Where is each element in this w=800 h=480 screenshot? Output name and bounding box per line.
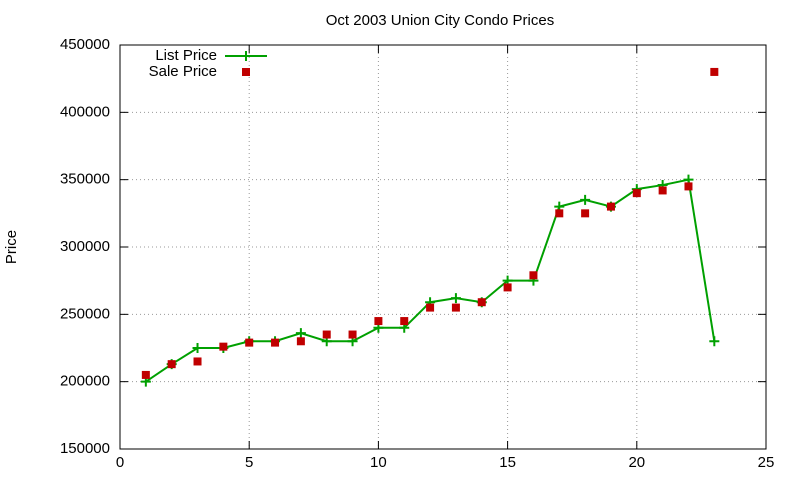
point-marker <box>477 298 486 307</box>
x-tick-label: 25 <box>758 454 775 471</box>
point-marker <box>450 293 461 304</box>
point-marker <box>322 330 331 339</box>
point-marker <box>658 186 667 195</box>
point-marker <box>348 330 357 339</box>
point-marker <box>606 202 615 211</box>
point-marker <box>295 328 306 339</box>
y-axis-label: Price <box>3 230 20 264</box>
y-tick-label: 150000 <box>60 440 110 457</box>
point-marker <box>581 209 590 218</box>
point-marker <box>219 342 228 351</box>
series-line <box>145 178 716 383</box>
point-marker <box>245 338 254 347</box>
point-marker <box>271 338 280 347</box>
legend-marker <box>241 51 251 61</box>
point-marker <box>141 370 150 379</box>
legend-label: List Price <box>155 47 217 64</box>
point-marker <box>167 360 176 369</box>
point-marker <box>684 182 693 191</box>
point-marker <box>503 283 512 292</box>
chart-title: Oct 2003 Union City Condo Prices <box>326 12 554 29</box>
point-marker <box>709 336 720 347</box>
y-tick-label: 250000 <box>60 305 110 322</box>
x-tick-label: 10 <box>370 454 387 471</box>
x-tick-label: 15 <box>499 454 516 471</box>
legend-marker <box>242 68 250 76</box>
point-marker <box>529 271 538 280</box>
y-tick-label: 300000 <box>60 238 110 255</box>
point-marker <box>555 209 564 218</box>
point-marker <box>710 67 719 76</box>
y-tick-label: 450000 <box>60 36 110 53</box>
point-marker <box>192 343 203 353</box>
y-tick-label: 200000 <box>60 373 110 390</box>
legend-label: Sale Price <box>149 63 217 80</box>
point-marker <box>580 194 591 205</box>
point-marker <box>374 317 383 326</box>
point-marker <box>632 189 641 198</box>
point-marker <box>193 357 202 366</box>
x-tick-label: 0 <box>116 454 124 471</box>
y-tick-label: 350000 <box>60 171 110 188</box>
plot-border <box>119 44 767 450</box>
point-marker <box>426 303 435 312</box>
point-marker <box>400 317 409 326</box>
x-tick-label: 20 <box>628 454 645 471</box>
y-tick-label: 400000 <box>60 103 110 120</box>
x-tick-label: 5 <box>245 454 253 471</box>
point-marker <box>451 303 460 312</box>
point-marker <box>296 337 305 346</box>
